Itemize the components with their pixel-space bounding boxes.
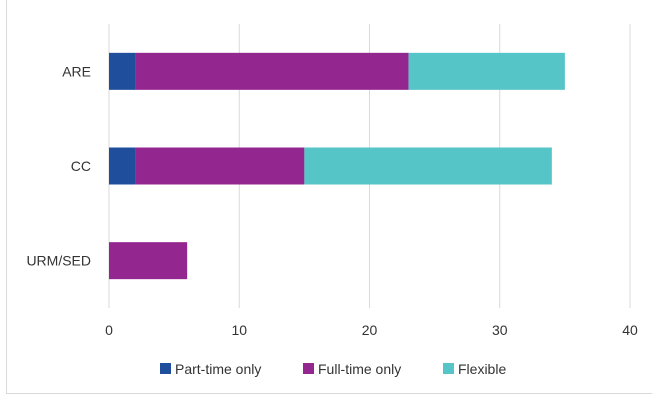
category-label: CC xyxy=(71,158,91,174)
bar-are-full-time-only xyxy=(135,52,409,90)
bar-are-flexible xyxy=(408,52,565,90)
bar-cc-flexible xyxy=(304,147,552,185)
x-tick-label: 20 xyxy=(362,322,378,338)
x-tick-labels: 0 10 20 30 40 xyxy=(105,322,638,338)
legend-label: Full-time only xyxy=(318,361,401,377)
category-labels: ARE CC URM/SED xyxy=(26,63,91,268)
x-tick-label: 10 xyxy=(231,322,247,338)
bar-urm-sed-full-time-only xyxy=(109,242,188,280)
legend-swatch-flexible xyxy=(443,363,454,374)
legend-swatch-part-time-only xyxy=(160,363,171,374)
x-tick-label: 30 xyxy=(492,322,508,338)
bar-cc-full-time-only xyxy=(135,147,305,185)
category-label: ARE xyxy=(62,63,91,79)
category-label: URM/SED xyxy=(26,253,91,269)
legend-label: Part-time only xyxy=(175,361,261,377)
legend-label: Flexible xyxy=(458,361,506,377)
legend-swatch-full-time-only xyxy=(303,363,314,374)
bar-cc-part-time-only xyxy=(109,147,136,185)
bar-are-part-time-only xyxy=(109,52,136,90)
x-tick-label: 40 xyxy=(622,322,638,338)
bars xyxy=(109,52,565,280)
x-tick-label: 0 xyxy=(105,322,113,338)
legend: Part-time only Full-time only Flexible xyxy=(160,361,506,377)
